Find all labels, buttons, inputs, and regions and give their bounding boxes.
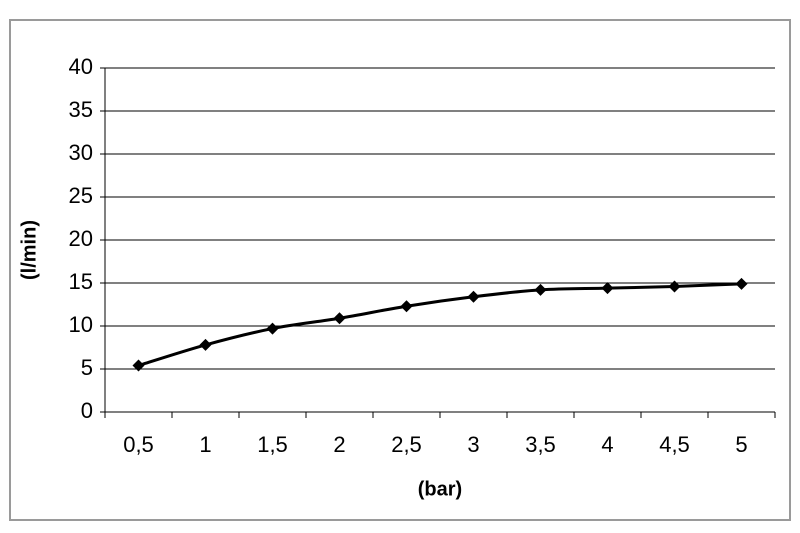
x-tick-label: 5	[735, 432, 747, 457]
x-tick-label: 1,5	[257, 432, 288, 457]
marker	[333, 312, 346, 325]
marker	[199, 338, 212, 351]
x-tick-label: 0,5	[123, 432, 154, 457]
x-axis-label: (bar)	[418, 478, 462, 500]
marker	[735, 277, 748, 290]
y-tick-label: 10	[69, 312, 93, 337]
marker	[601, 282, 614, 295]
x-tick-label: 2,5	[391, 432, 422, 457]
x-tick-label: 1	[199, 432, 211, 457]
x-tick-label: 3	[467, 432, 479, 457]
x-tick-label: 3,5	[525, 432, 556, 457]
y-tick-label: 0	[81, 398, 93, 423]
marker	[400, 300, 413, 313]
marker	[266, 322, 279, 335]
chart-frame	[9, 19, 791, 521]
y-tick-label: 5	[81, 355, 93, 380]
y-axis-label: (l/min)	[18, 220, 40, 280]
line	[138, 282, 742, 367]
marker	[534, 283, 547, 296]
marker	[668, 280, 681, 293]
y-tick-label: 15	[69, 269, 93, 294]
x-tick-label: 4,5	[659, 432, 690, 457]
marker	[132, 359, 145, 372]
y-tick-label: 25	[69, 183, 93, 208]
x-tick-label: 4	[601, 432, 613, 457]
y-tick-label: 20	[69, 226, 93, 251]
y-tick-label: 30	[69, 140, 93, 165]
x-tick-label: 2	[333, 432, 345, 457]
y-tick-label: 40	[69, 54, 93, 79]
marker	[467, 290, 480, 303]
y-tick-label: 35	[69, 97, 93, 122]
